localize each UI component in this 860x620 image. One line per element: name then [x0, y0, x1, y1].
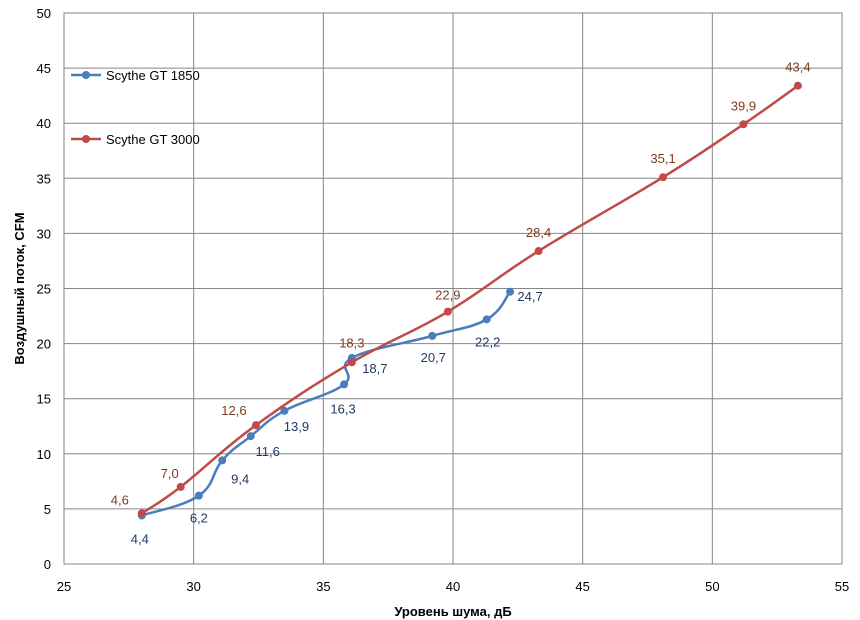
data-point: [194, 491, 203, 500]
data-point: [534, 247, 543, 256]
data-point: [280, 406, 289, 415]
y-tick-label: 10: [37, 447, 51, 462]
x-tick-label: 40: [446, 579, 460, 594]
data-point: [347, 358, 356, 367]
x-axis-label: Уровень шума, дБ: [394, 604, 511, 619]
data-label: 4,6: [111, 492, 129, 507]
data-point: [246, 432, 255, 441]
data-label: 43,4: [785, 60, 810, 75]
y-tick-label: 45: [37, 61, 51, 76]
data-point: [428, 331, 437, 340]
data-label: 28,4: [526, 225, 551, 240]
data-point: [506, 287, 515, 296]
y-tick-labels: 0 5 10 15 20 25 30 35 40 45 50: [37, 6, 51, 572]
data-label: 12,6: [221, 403, 246, 418]
series-line-0: [141, 290, 512, 517]
data-label: 6,2: [190, 511, 208, 526]
data-label: 9,4: [231, 471, 249, 486]
data-label: 22,2: [475, 334, 500, 349]
data-label: 39,9: [731, 98, 756, 113]
y-tick-label: 40: [37, 116, 51, 131]
data-point: [739, 120, 748, 129]
x-tick-label: 30: [186, 579, 200, 594]
data-label: 4,4: [131, 532, 149, 547]
data-label: 24,7: [517, 289, 542, 304]
data-label: 20,7: [421, 350, 446, 365]
y-tick-label: 15: [37, 392, 51, 407]
x-tick-label: 55: [835, 579, 849, 594]
data-label: 11,6: [256, 444, 280, 459]
y-tick-label: 50: [37, 6, 51, 21]
data-point: [482, 315, 491, 324]
legend: Scythe GT 1850 Scythe GT 3000: [71, 68, 200, 147]
data-point: [251, 421, 260, 430]
data-label: 7,0: [161, 466, 179, 481]
legend-entry-1: Scythe GT 3000: [106, 132, 200, 147]
data-point: [659, 173, 668, 182]
legend-entry-0: Scythe GT 1850: [106, 68, 200, 83]
series-layer: [137, 81, 802, 520]
data-label: 16,3: [330, 401, 355, 416]
y-axis-label: Воздушный поток, CFM: [12, 212, 27, 364]
data-point: [218, 456, 227, 465]
data-point: [137, 509, 146, 518]
x-tick-label: 35: [316, 579, 330, 594]
data-label: 18,3: [339, 335, 364, 350]
data-labels: 4,4 6,2 9,4 11,6 13,9 16,3 18,7 20,7 22,2 24,7 4,6…: [111, 60, 811, 547]
x-tick-labels: 25 30 35 40 45 50 55: [57, 579, 849, 594]
data-label: 22,9: [435, 288, 460, 303]
y-tick-label: 30: [37, 226, 51, 241]
data-label: 35,1: [650, 151, 675, 166]
x-tick-label: 25: [57, 579, 71, 594]
y-tick-label: 20: [37, 337, 51, 352]
y-tick-label: 5: [44, 502, 51, 517]
legend-marker-1: [82, 135, 90, 143]
y-tick-label: 25: [37, 282, 51, 297]
y-tick-label: 0: [44, 557, 51, 572]
data-label: 18,7: [362, 361, 387, 376]
plot-area-border: [63, 12, 843, 565]
data-point: [340, 380, 349, 389]
data-point: [443, 307, 452, 316]
series-line-1: [141, 84, 799, 515]
data-point: [176, 482, 185, 491]
x-tick-label: 45: [575, 579, 589, 594]
x-tick-label: 50: [705, 579, 719, 594]
legend-marker-0: [82, 71, 90, 79]
y-tick-label: 35: [37, 171, 51, 186]
grid: [63, 12, 843, 565]
data-point: [793, 81, 802, 90]
data-label: 13,9: [284, 419, 309, 434]
